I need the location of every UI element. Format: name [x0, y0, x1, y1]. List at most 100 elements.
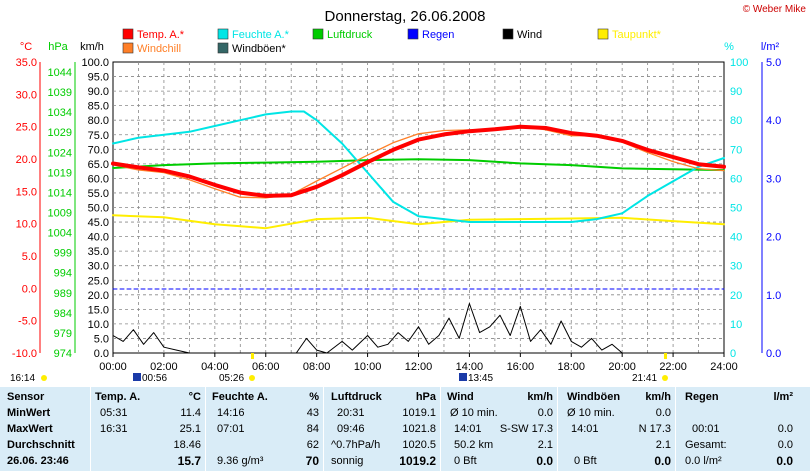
legend-label: Windchill	[137, 43, 181, 55]
humidity-tick-label: 60	[730, 173, 742, 185]
pressure-trend: ^0.7hPa/h	[331, 439, 381, 451]
legend-swatch	[407, 28, 419, 40]
pressure-axis-unit: hPa	[48, 41, 68, 53]
legend-label: Temp. A.*	[137, 29, 185, 41]
time-tick-label: 16:00	[507, 361, 535, 373]
temp-tick-label: -5.0	[18, 316, 37, 328]
temp-now: 15.7	[177, 454, 201, 468]
humidity-tick-label: 90	[730, 86, 742, 98]
sunset-tick	[664, 353, 667, 359]
wind-tick-label: 75.0	[88, 130, 109, 142]
moon-time-label: 13:45	[468, 373, 493, 384]
legend-swatch	[312, 28, 324, 40]
pressure-tick-label: 1014	[48, 187, 72, 199]
rain-total: 0.0	[777, 439, 793, 451]
weather-forecast: sonnig	[331, 455, 364, 467]
sunset-time-label: 21:41	[632, 373, 657, 384]
wind-tick-label: 70.0	[88, 144, 109, 156]
temp-max-time: 16:31	[100, 423, 128, 435]
humidity-tick-label: 30	[730, 261, 742, 273]
humidity-min: 43	[306, 407, 319, 419]
humidity-tick-label: 20	[730, 290, 742, 302]
wind-unit: km/h	[527, 391, 553, 403]
pressure-tick-label: 1019	[48, 167, 72, 179]
series-lines	[111, 110, 726, 354]
wind-avg10: 0.0	[537, 407, 553, 419]
time-tick-label: 20:00	[608, 361, 636, 373]
wind-tick-label: 65.0	[88, 159, 109, 171]
legend-swatch	[597, 28, 609, 40]
humidity-line	[112, 110, 725, 223]
humidity-column: Feuchte A.% 14:16 43 07:01 84 62 9.36 g/m³…	[205, 387, 324, 471]
pressure-tick-label: 1004	[48, 228, 72, 240]
pressure-tick-label: 994	[54, 268, 72, 280]
wind-beaufort: 0 Bft	[454, 455, 477, 467]
humidity-absolute: 9.36 g/m³	[217, 455, 264, 467]
rain-tick-label: 5.0	[766, 57, 781, 69]
rain-column: Regen l/m² 00:01 0.0 Gesamt: 0.0 0.0 l/m² 0.…	[675, 387, 798, 471]
sun-icon	[41, 375, 47, 381]
sensor-header: Sensor	[7, 391, 45, 403]
rain-tick-label: 1.0	[766, 290, 781, 302]
wind-tick-label: 30.0	[88, 261, 109, 273]
legend-label: Feuchte A.*	[232, 29, 290, 41]
legend-swatch	[217, 42, 229, 54]
wind-line	[112, 303, 725, 354]
pressure-now: 1019.2	[399, 454, 436, 468]
humidity-unit: %	[309, 391, 319, 403]
rain-today: 0.0 l/m²	[685, 455, 722, 467]
time-marker-label: 16:14	[10, 373, 35, 384]
min-label: MinWert	[7, 407, 51, 419]
wind-tick-label: 35.0	[88, 246, 109, 258]
time-tick-label: 10:00	[354, 361, 382, 373]
pressure-tick-label: 999	[54, 248, 72, 260]
sunrise-icon	[249, 375, 255, 381]
wind-tick-label: 95.0	[88, 72, 109, 84]
humidity-tick-label: 0	[730, 348, 736, 360]
pressure-tick-label: 979	[54, 328, 72, 340]
time-tick-label: 00:00	[99, 361, 127, 373]
dewpoint-line	[112, 214, 725, 230]
temp-avg: 18.46	[173, 439, 201, 451]
humidity-header: Feuchte A.	[212, 391, 268, 403]
wind-tick-label: 40.0	[88, 232, 109, 244]
wind-column: Wind km/h Ø 10 min. 0.0 14:01 S-SW 17.3 50.…	[440, 387, 558, 471]
pressure-tick-label: 1044	[48, 67, 72, 79]
pressure-line	[112, 158, 725, 172]
temp-unit: °C	[188, 391, 201, 403]
pressure-unit: hPa	[415, 391, 436, 403]
humidity-max: 84	[306, 423, 319, 435]
current-time: 26.06. 23:46	[7, 455, 69, 467]
pressure-tick-label: 984	[54, 308, 72, 320]
legend: Temp. A.* Feuchte A.* Luftdruck Regen Wind Ta…	[122, 28, 662, 55]
wind-tick-label: 60.0	[88, 173, 109, 185]
temp-tick-label: -10.0	[12, 348, 37, 360]
pressure-tick-label: 1024	[48, 147, 72, 159]
rain-max: 0.0	[777, 423, 793, 435]
humidity-axis-unit: %	[724, 41, 734, 53]
gusts-avg10: 0.0	[655, 407, 671, 419]
temp-tick-label: 5.0	[22, 251, 37, 263]
chart-title: Donnerstag, 26.06.2008	[325, 8, 486, 25]
humidity-now: 70	[305, 454, 319, 468]
rain-tick-label: 3.0	[766, 173, 781, 185]
wind-tick-label: 15.0	[88, 304, 109, 316]
temp-header: Temp. A.	[95, 391, 141, 403]
time-tick-label: 08:00	[303, 361, 331, 373]
wind-header: Wind	[447, 391, 474, 403]
temp-tick-label: 20.0	[16, 154, 37, 166]
legend-swatch	[122, 42, 134, 54]
pressure-avg: 1020.5	[402, 439, 436, 451]
time-tick-label: 18:00	[557, 361, 585, 373]
temp-column: Temp. A. °C 05:31 11.4 16:31 25.1 18.46 15.…	[90, 387, 206, 471]
pressure-tick-label: 1034	[48, 107, 72, 119]
legend-swatch	[502, 28, 514, 40]
moon-time-label: 00:56	[142, 373, 167, 384]
temp-tick-label: 0.0	[22, 283, 37, 295]
gusts-header: Windböen	[567, 391, 621, 403]
temp-tick-label: 25.0	[16, 122, 37, 134]
wind-tick-label: 55.0	[88, 188, 109, 200]
gusts-max: N 17.3	[638, 423, 671, 435]
time-axis: 00:00 02:00 04:00 06:00 08:00 10:00 12:00 14:00…	[99, 353, 738, 373]
wind-max-time: 14:01	[454, 423, 482, 435]
